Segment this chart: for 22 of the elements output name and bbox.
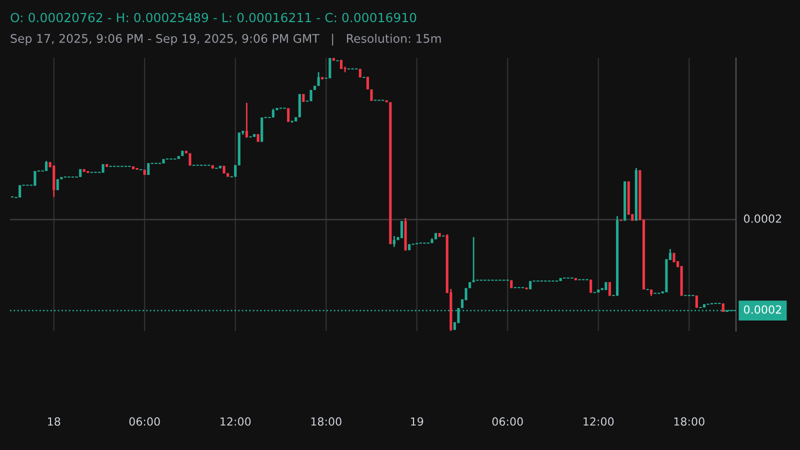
candlestick — [392, 235, 396, 248]
x-tick-label: 06:00 — [492, 417, 523, 426]
x-tick-label: 18:00 — [674, 417, 704, 426]
candlestick — [287, 108, 290, 123]
text: 0.0002 — [744, 305, 782, 314]
candlestick — [472, 236, 475, 283]
x-tick-label: 06:00 — [129, 417, 160, 426]
candlestick — [590, 278, 592, 294]
chart-subtitle: Sep 17, 2025, 9:06 PM - Sep 19, 2025, 9:06 PM GMT | Resolution: 15m — [10, 34, 441, 46]
x-tick-label: 12:00 — [220, 417, 251, 426]
chart-title: O: 0.00020762 - H: 0.00025489 - L: 0.00016211 - C: 0.00016910 — [10, 12, 416, 22]
candlestick — [245, 102, 248, 138]
x-tick-label: 18:00 — [311, 417, 342, 426]
text: 0.0002 — [744, 214, 782, 223]
candlestick — [608, 281, 611, 296]
x-tick-label: 18 — [48, 417, 60, 426]
x-tick-label: 19 — [411, 417, 424, 426]
candlestick — [366, 76, 369, 90]
candlestick — [317, 72, 320, 87]
candlestick — [34, 170, 36, 186]
x-tick-label: 12:00 — [584, 417, 614, 426]
candlestick — [147, 162, 150, 176]
